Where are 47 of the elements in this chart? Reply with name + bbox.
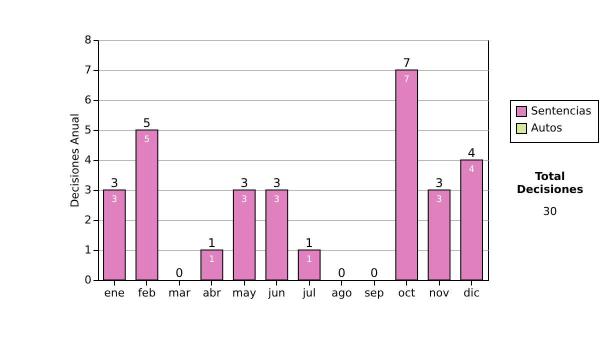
total-label: 1 bbox=[305, 236, 314, 250]
x-tick-label: jun bbox=[267, 286, 286, 300]
y-axis-title: Decisiones Anual bbox=[68, 113, 82, 208]
total-label: 0 bbox=[370, 266, 378, 280]
y-tick-label: 1 bbox=[84, 244, 92, 256]
data-label: 5 bbox=[144, 135, 150, 145]
y-tick-label: 5 bbox=[84, 124, 92, 136]
total-label: 0 bbox=[338, 266, 346, 280]
data-label: 3 bbox=[241, 195, 248, 205]
x-tick-label: jul bbox=[302, 286, 316, 300]
data-label: 7 bbox=[404, 75, 410, 85]
total-label: 3 bbox=[110, 176, 118, 190]
y-tick-label: 7 bbox=[84, 64, 92, 76]
legend-label: Autos bbox=[531, 122, 563, 134]
data-label: 3 bbox=[274, 195, 280, 205]
x-tick-label: sep bbox=[364, 286, 384, 300]
data-label: 1 bbox=[306, 255, 312, 265]
data-label: 1 bbox=[208, 255, 215, 265]
total-label: 3 bbox=[240, 176, 248, 190]
x-tick-label: dic bbox=[464, 286, 480, 300]
x-tick-label: mar bbox=[168, 286, 191, 300]
y-tick-label: 6 bbox=[84, 94, 92, 106]
y-tick-label: 2 bbox=[84, 214, 92, 226]
x-tick-label: oct bbox=[398, 286, 416, 300]
total-label: 7 bbox=[402, 56, 410, 70]
x-tick-label: feb bbox=[138, 286, 156, 300]
x-tick-label: ene bbox=[104, 286, 125, 300]
total-label: 4 bbox=[468, 146, 476, 160]
data-label: 4 bbox=[468, 165, 475, 175]
x-tick-label: abr bbox=[202, 286, 222, 300]
x-tick-label: may bbox=[232, 286, 257, 300]
text: 30 bbox=[542, 205, 558, 218]
total-label: 0 bbox=[176, 266, 184, 280]
total-label: 3 bbox=[435, 176, 443, 190]
legend-label: Sentencias bbox=[531, 104, 592, 118]
data-label: 3 bbox=[112, 195, 118, 205]
x-tick-label: nov bbox=[429, 286, 450, 300]
total-label: 3 bbox=[272, 176, 281, 190]
total-label: 5 bbox=[143, 116, 151, 130]
data-label: 3 bbox=[436, 195, 442, 205]
text: Total Decisiones bbox=[516, 170, 584, 196]
total-label: 1 bbox=[208, 236, 216, 250]
x-tick-label: ago bbox=[331, 286, 352, 300]
y-tick-label: 3 bbox=[84, 184, 92, 196]
y-tick-label: 8 bbox=[84, 34, 92, 46]
y-tick-label: 0 bbox=[84, 274, 92, 286]
y-tick-label: 4 bbox=[84, 154, 92, 166]
